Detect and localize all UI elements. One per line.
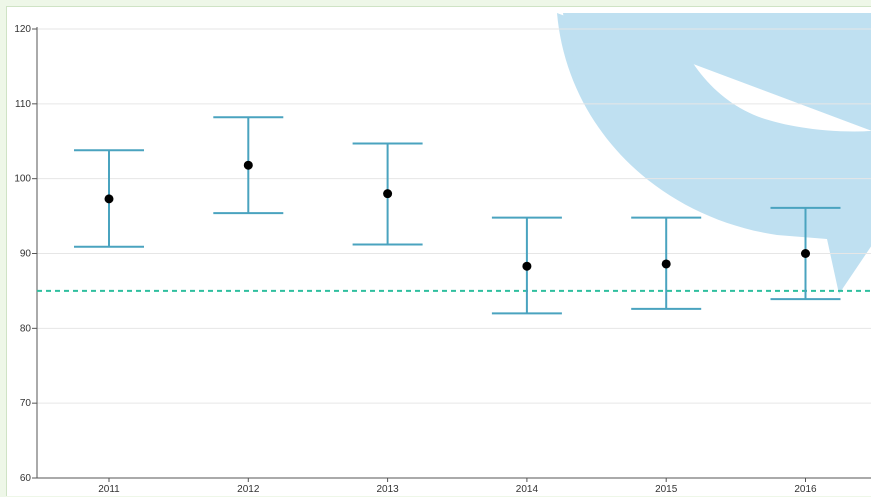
data-point [661,259,671,269]
background-logo-graphic [557,13,871,294]
background-logo-ring [563,13,871,291]
chart-panel: 60 70 80 90 100 110 120 2011 2012 2013 2014 2015 20… [6,6,871,496]
x-tick-label: 2016 [794,484,817,495]
y-axis-ticks: 60 70 80 90 100 110 120 [14,24,37,484]
x-tick-label: 2015 [655,484,678,495]
gridlines [37,28,871,404]
background-logo-drop [777,13,869,39]
data-point [104,194,114,204]
y-tick-label: 120 [14,24,31,35]
x-tick-label: 2011 [98,484,120,495]
data-point [522,261,532,271]
x-axis-ticks: 2011 2012 2013 2014 2015 2016 [98,478,817,495]
y-tick-label: 70 [20,398,32,409]
data-point [243,160,253,170]
data-point [801,249,810,258]
y-tick-label: 100 [14,174,31,185]
y-tick-label: 80 [20,323,32,334]
error-bar-group [352,142,423,246]
error-bar-group [631,216,702,310]
data-point [383,189,393,199]
error-bar-group [491,216,562,315]
error-bar-group [770,206,841,301]
error-bars [74,116,841,315]
x-tick-label: 2012 [237,484,260,495]
error-bar-group [213,116,284,215]
axes [36,27,871,479]
error-bar-group [74,149,144,248]
x-tick-label: 2014 [516,484,539,495]
y-tick-label: 110 [15,99,31,110]
y-tick-label: 60 [20,473,32,484]
x-tick-label: 2013 [376,484,399,495]
y-tick-label: 90 [20,249,32,260]
